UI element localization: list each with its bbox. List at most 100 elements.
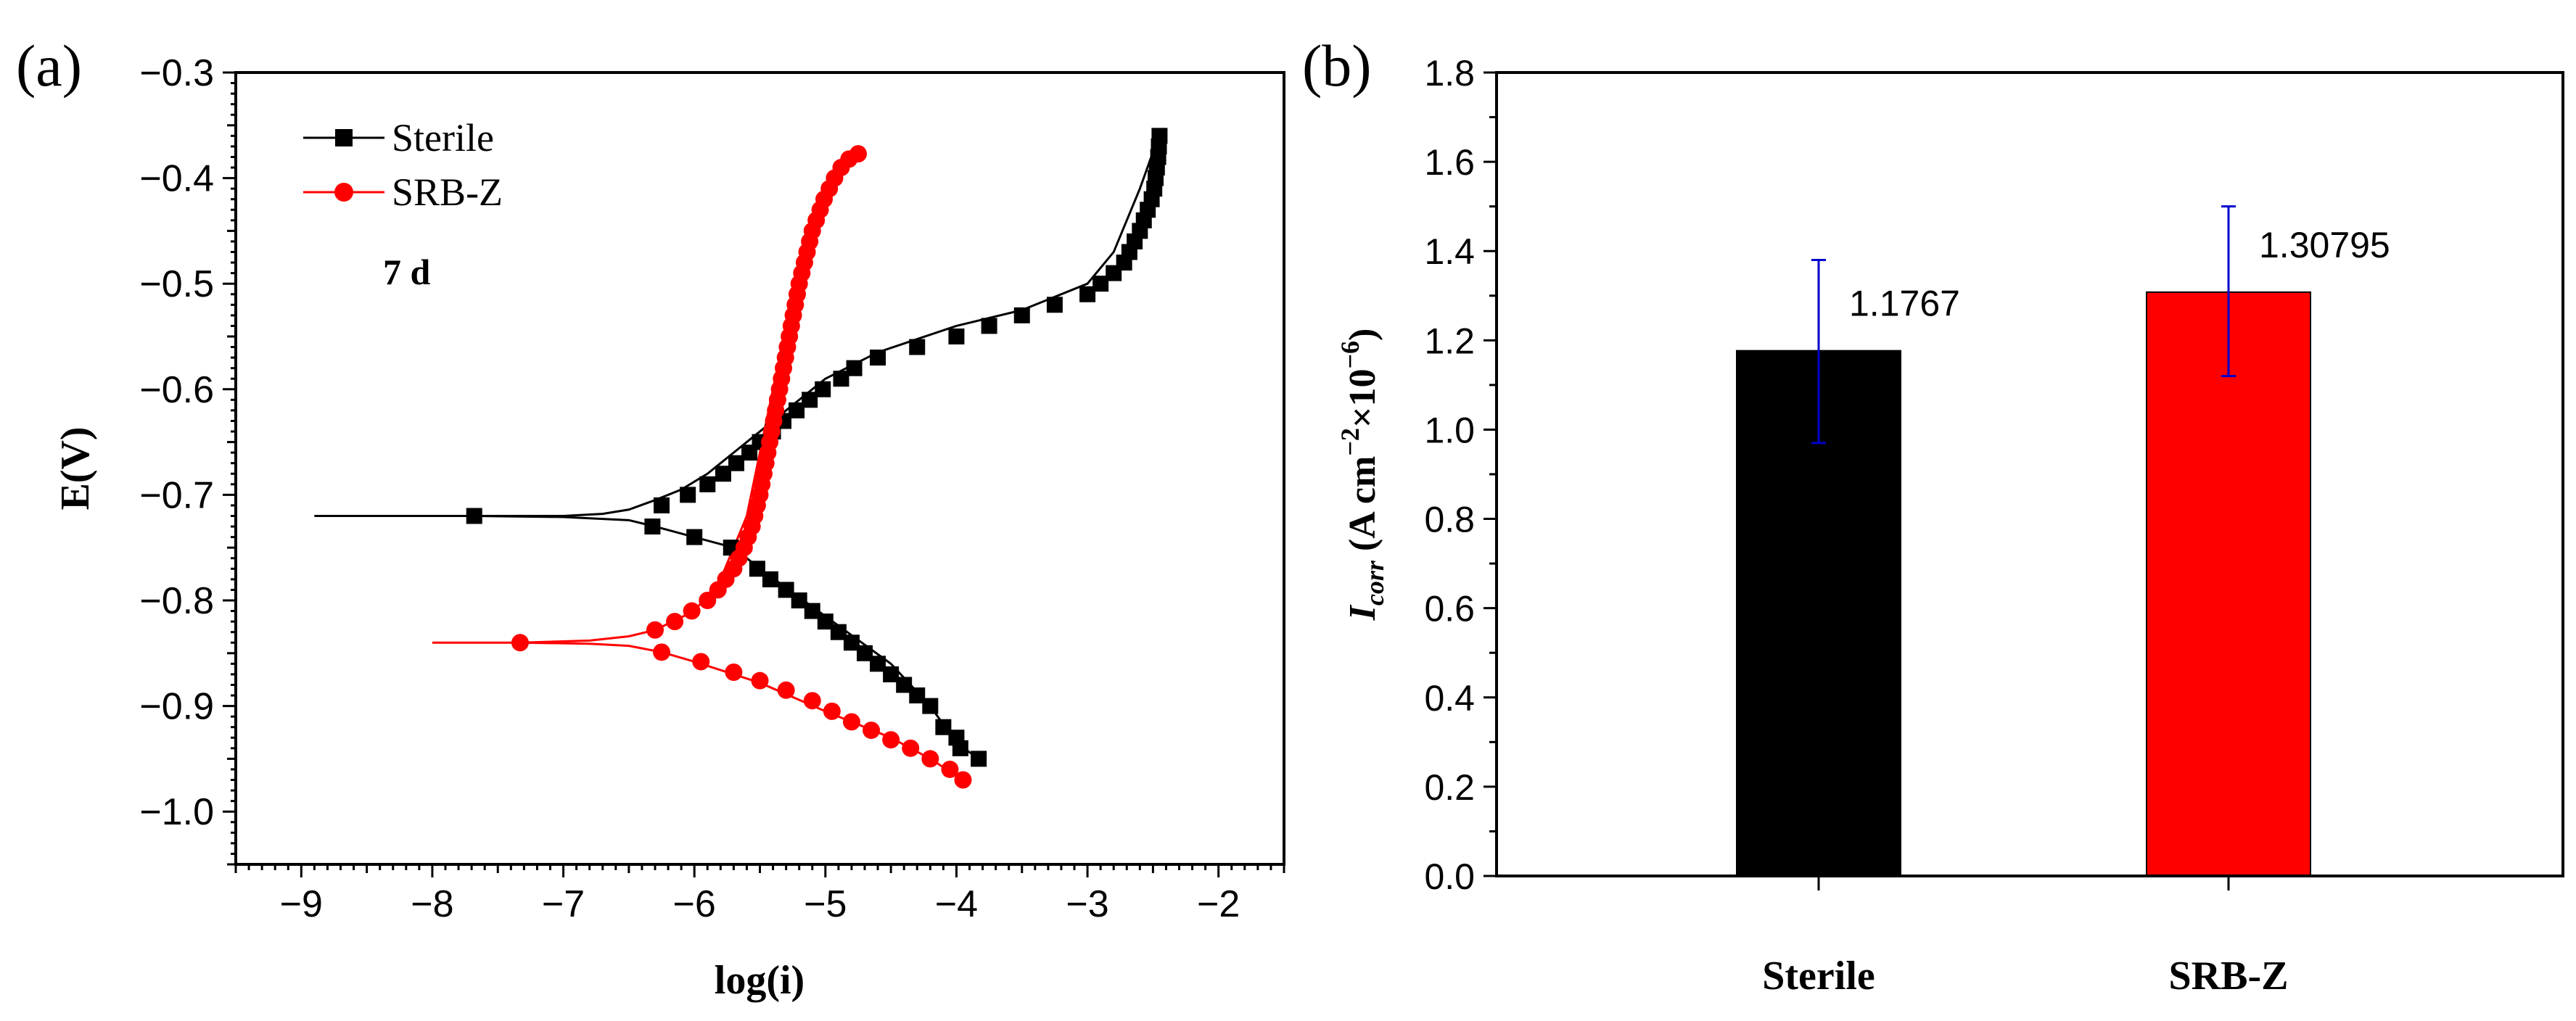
a-x-tick-label: −8: [411, 883, 453, 925]
a-y-tick-label: −0.9: [139, 686, 214, 728]
data-point-sterile: [833, 371, 849, 387]
data-point-sterile: [870, 350, 886, 366]
data-point-sterile: [952, 740, 968, 756]
b-y-axis-label: Icorr (A cm−2×10−6): [1336, 328, 1389, 621]
a-x-tick-label: −4: [935, 883, 978, 925]
data-point-sterile: [870, 656, 886, 672]
data-point-sterile: [1013, 307, 1030, 323]
data-point-sterile: [1046, 297, 1063, 313]
value-label-sterile: 1.1767: [1849, 284, 1960, 324]
data-point-sterile: [909, 687, 926, 704]
a-y-tick-label: −0.6: [139, 369, 214, 411]
legend-marker-srbz: [334, 183, 353, 202]
data-point-sterile: [948, 328, 965, 344]
data-point-srbz: [941, 760, 959, 778]
data-point-sterile: [644, 518, 661, 535]
panel-label-a: (a): [16, 33, 82, 99]
data-point-srbz: [699, 592, 717, 609]
b-x-tick-labels: Sterile SRB-Z: [1762, 954, 2288, 999]
a-x-tick-label: −9: [280, 883, 323, 925]
data-point-sterile: [749, 561, 765, 577]
value-label-srbz: 1.30795: [2259, 225, 2390, 265]
data-point-sterile: [1079, 286, 1096, 302]
bar-srbz: [2146, 291, 2311, 877]
data-point-srbz: [842, 713, 860, 731]
data-point-srbz: [666, 613, 684, 631]
a-plot-frame: [234, 71, 1285, 866]
data-point-sterile: [883, 666, 900, 682]
b-y-tick-label: 0.2: [1424, 767, 1475, 808]
b-y-tick-label: 0.8: [1424, 500, 1475, 540]
legend-label-srbz: SRB-Z: [392, 170, 503, 214]
data-point-sterile: [715, 466, 731, 482]
a-y-tick-label: −0.4: [139, 158, 214, 200]
a-annotation-7d: 7 d: [383, 252, 431, 292]
data-point-sterile: [789, 402, 805, 418]
a-x-tick-labels: −9 −8 −7 −6 −5 −4 −3 −2: [280, 883, 1240, 925]
a-x-tick-label: −6: [673, 883, 716, 925]
a-x-tick-label: −2: [1197, 883, 1240, 925]
data-point-sterile: [728, 455, 744, 471]
a-legend: Sterile SRB-Z: [303, 116, 503, 214]
b-bars: 1.1767 1.30795: [1736, 205, 2390, 877]
a-y-axis-label: E(V): [53, 426, 98, 510]
legend-label-sterile: Sterile: [392, 116, 494, 160]
data-point-srbz: [653, 643, 671, 661]
data-point-sterile: [817, 613, 834, 630]
data-point-srbz: [849, 145, 867, 163]
data-point-srbz: [751, 671, 769, 690]
data-point-sterile: [466, 508, 482, 524]
data-point-srbz: [511, 634, 529, 652]
data-point-srbz: [902, 739, 920, 757]
data-point-sterile: [935, 719, 952, 735]
data-point-srbz: [823, 702, 841, 720]
data-point-sterile: [971, 751, 987, 767]
data-point-sterile: [830, 624, 847, 640]
b-y-tick-label: 0.4: [1424, 678, 1475, 719]
b-y-tick-label: 1.2: [1424, 321, 1475, 361]
data-point-sterile: [1092, 276, 1109, 292]
data-point-srbz: [803, 692, 821, 710]
data-point-srbz: [692, 653, 710, 671]
a-y-tick-label: −0.8: [139, 580, 214, 622]
b-x-tick-label: Sterile: [1762, 954, 1875, 999]
b-ylabel-sub: corr: [1360, 560, 1389, 605]
data-point-sterile: [981, 318, 997, 334]
b-y-tick-label: 1.6: [1424, 142, 1475, 183]
data-point-srbz: [646, 621, 664, 639]
data-point-srbz: [777, 681, 795, 699]
a-x-axis-label: log(i): [715, 958, 805, 1003]
polarization-chart: −9 −8 −7 −6 −5 −4 −3 −2 −0.3−0.4−0.5−0.6−0.7−0.…: [53, 52, 1285, 1003]
data-point-sterile: [857, 645, 873, 661]
data-point-srbz: [683, 602, 701, 620]
b-ylabel-mid: ×10: [1342, 369, 1383, 429]
data-point-sterile: [778, 582, 794, 598]
a-y-tick-label: −0.7: [139, 474, 214, 516]
b-plot-frame: [1495, 71, 2564, 877]
a-y-tick-label: −0.3: [139, 52, 214, 94]
b-ylabel-rest: (A cm: [1342, 456, 1383, 561]
data-point-sterile: [699, 476, 716, 492]
icorr-bar-chart: 1.1767 1.30795 0.0 0.2 0.4 0.6 0.8 1.0 1.2 1.4 1.…: [1336, 53, 2564, 999]
legend-marker-sterile: [335, 129, 353, 146]
b-y-tick-label: 0.6: [1424, 589, 1475, 629]
data-point-sterile: [686, 529, 703, 545]
data-point-srbz: [725, 664, 743, 682]
b-ylabel-end: ): [1342, 328, 1383, 341]
b-ticks: [1484, 71, 2230, 890]
b-y-tick-label: 0.0: [1424, 856, 1475, 897]
data-point-sterile: [762, 571, 778, 587]
a-x-tick-label: −7: [542, 883, 585, 925]
data-point-sterile: [896, 677, 913, 693]
a-y-tick-label: −0.5: [139, 263, 214, 305]
a-y-tick-label: −1.0: [139, 791, 214, 833]
data-point-sterile: [843, 634, 860, 651]
data-point-sterile: [791, 592, 807, 608]
data-point-sterile: [804, 603, 820, 619]
data-point-sterile: [680, 487, 696, 503]
b-y-tick-label: 1.0: [1424, 410, 1475, 450]
data-point-sterile: [922, 698, 939, 714]
b-x-tick-label: SRB-Z: [2169, 954, 2289, 999]
b-y-tick-labels: 0.0 0.2 0.4 0.6 0.8 1.0 1.2 1.4 1.6 1.8: [1424, 53, 1475, 897]
